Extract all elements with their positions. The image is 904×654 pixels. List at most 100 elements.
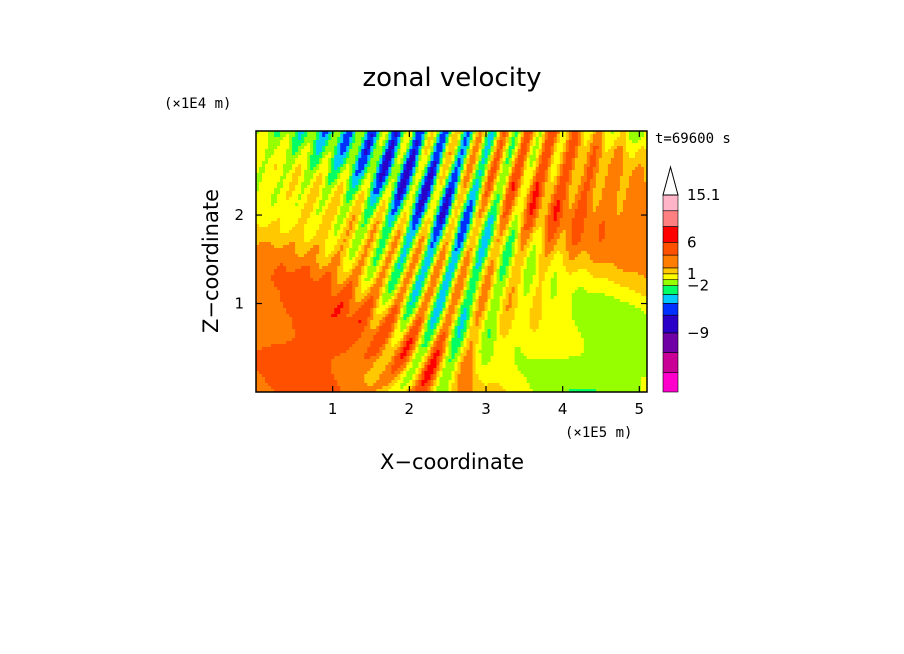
field-cell — [499, 140, 504, 144]
field-cell — [544, 131, 549, 135]
field-cell — [490, 206, 495, 210]
field-cell — [421, 131, 426, 135]
field-cell — [511, 242, 516, 246]
field-cell — [364, 143, 368, 147]
field-cell — [337, 149, 341, 153]
field-cell — [628, 242, 633, 246]
field-cell — [382, 143, 386, 147]
field-cell — [580, 191, 585, 195]
field-cell — [340, 182, 344, 186]
field-cell — [634, 140, 639, 144]
field-cell — [613, 134, 618, 138]
field-cell — [406, 164, 410, 168]
field-cell — [343, 245, 347, 249]
field-cell — [556, 134, 561, 138]
field-cell — [451, 233, 456, 237]
field-cell — [466, 167, 471, 171]
field-cell — [523, 230, 528, 234]
field-cell — [574, 143, 579, 147]
field-cell — [526, 188, 531, 192]
field-cell — [352, 155, 356, 159]
field-cell — [526, 206, 531, 210]
field-cell — [577, 191, 582, 195]
field-cell — [433, 164, 438, 168]
field-cell — [505, 131, 510, 135]
field-cell — [463, 206, 468, 210]
field-cell — [523, 167, 528, 171]
field-cell — [628, 170, 633, 174]
field-cell — [379, 161, 383, 165]
field-cell — [448, 137, 453, 141]
field-cell — [523, 152, 528, 156]
field-cell — [598, 155, 603, 159]
field-cell — [484, 242, 489, 246]
field-cell — [619, 206, 624, 210]
field-cell — [517, 167, 522, 171]
field-cell — [325, 233, 329, 237]
field-cell — [517, 203, 522, 207]
field-cell — [574, 188, 579, 192]
field-cell — [526, 221, 531, 225]
field-cell — [628, 212, 633, 216]
field-cell — [391, 149, 395, 153]
field-cell — [538, 227, 543, 231]
field-cell — [328, 188, 332, 192]
field-cell — [610, 140, 615, 144]
field-cell — [343, 209, 347, 213]
field-cell — [496, 146, 501, 150]
field-cell — [322, 191, 326, 195]
field-cell — [541, 200, 546, 204]
field-cell — [589, 173, 594, 177]
field-cell — [325, 161, 329, 165]
field-cell — [565, 224, 570, 228]
field-cell — [361, 215, 365, 219]
field-cell — [625, 230, 630, 234]
field-cell — [463, 197, 468, 201]
field-cell — [499, 212, 504, 216]
field-cell — [565, 227, 570, 231]
field-cell — [412, 212, 417, 216]
field-cell — [472, 161, 477, 165]
field-cell — [424, 212, 429, 216]
field-cell — [418, 203, 423, 207]
field-cell — [487, 221, 492, 225]
field-cell — [541, 173, 546, 177]
field-cell — [271, 140, 275, 144]
field-cell — [370, 170, 374, 174]
field-cell — [601, 143, 606, 147]
field-cell — [262, 233, 266, 237]
field-cell — [319, 221, 323, 225]
field-cell — [256, 242, 260, 246]
field-cell — [454, 236, 459, 240]
field-cell — [415, 239, 420, 243]
field-cell — [469, 227, 474, 231]
field-cell — [415, 149, 420, 153]
field-cell — [577, 182, 582, 186]
field-cell — [406, 203, 410, 207]
field-cell — [358, 137, 362, 141]
field-cell — [451, 131, 456, 135]
field-cell — [415, 200, 420, 204]
field-cell — [352, 203, 356, 207]
field-cell — [382, 197, 386, 201]
field-cell — [382, 146, 386, 150]
field-cell — [313, 242, 317, 246]
field-cell — [526, 158, 531, 162]
field-cell — [529, 200, 534, 204]
field-cell — [511, 206, 516, 210]
field-cell — [433, 239, 438, 243]
field-cell — [259, 242, 263, 246]
field-cell — [592, 179, 597, 183]
field-cell — [565, 218, 570, 222]
field-cell — [604, 197, 609, 201]
field-cell — [550, 200, 555, 204]
field-cell — [313, 245, 317, 249]
field-cell — [493, 167, 498, 171]
field-cell — [634, 155, 639, 159]
field-cell — [601, 164, 606, 168]
field-cell — [385, 170, 389, 174]
field-cell — [520, 173, 525, 177]
field-cell — [346, 188, 350, 192]
field-cell — [307, 212, 311, 216]
field-cell — [451, 167, 456, 171]
